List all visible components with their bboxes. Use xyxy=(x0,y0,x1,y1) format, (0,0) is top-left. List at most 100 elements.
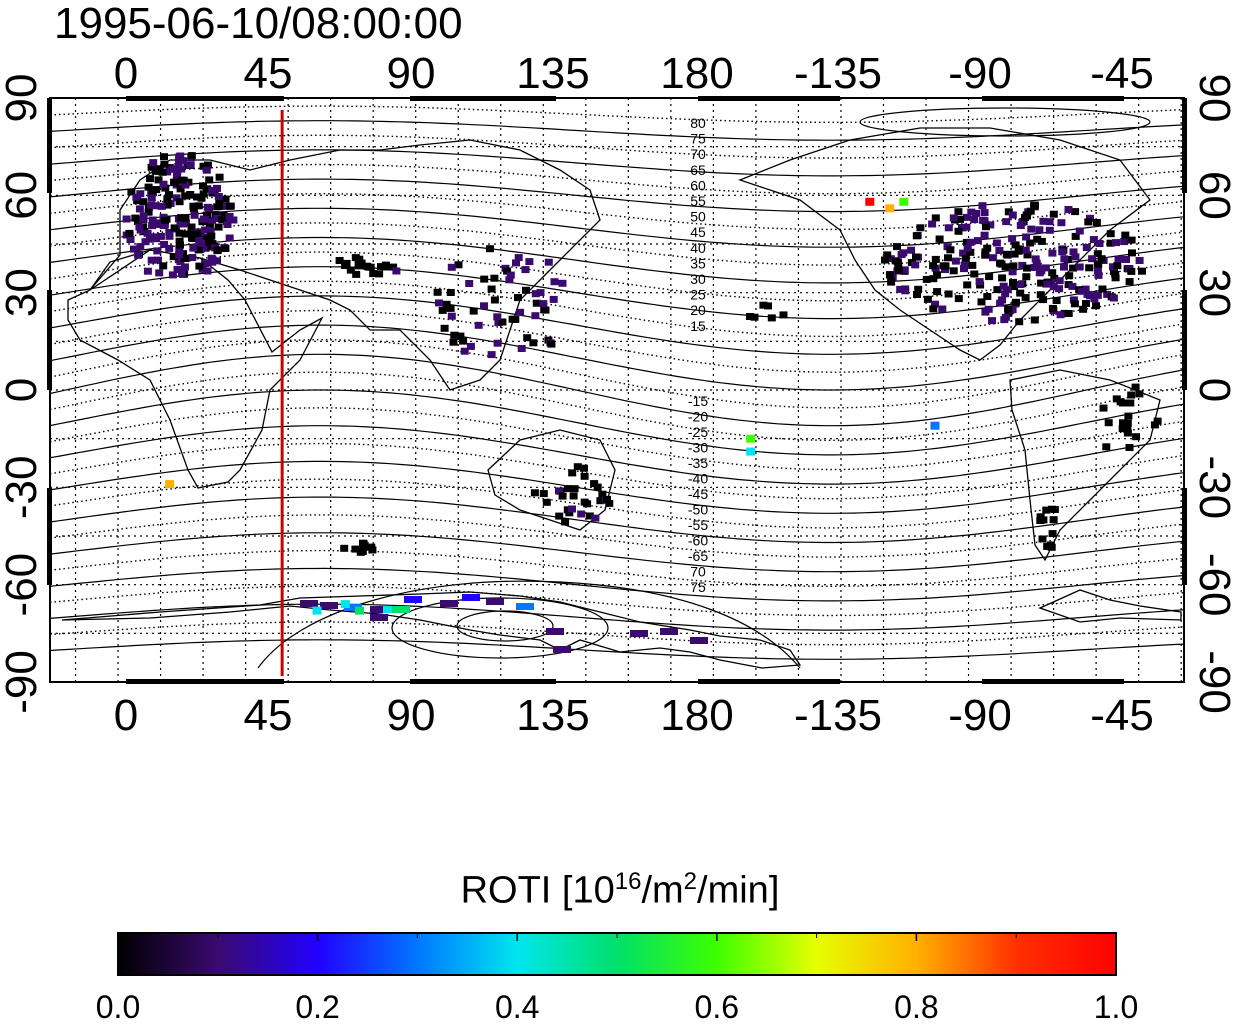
roti-point xyxy=(590,480,599,488)
lon-tick-label: 45 xyxy=(244,691,293,740)
contour-arc xyxy=(257,580,801,669)
roti-point xyxy=(531,290,540,298)
roti-point xyxy=(1068,282,1077,290)
roti-point xyxy=(985,273,994,281)
roti-point xyxy=(201,260,210,268)
roti-point xyxy=(369,270,378,278)
roti-point xyxy=(935,235,944,243)
roti-point xyxy=(159,262,168,270)
roti-point xyxy=(975,278,984,286)
roti-point xyxy=(1001,290,1010,298)
roti-point xyxy=(1092,219,1101,226)
roti-point xyxy=(216,202,225,210)
roti-point xyxy=(147,194,156,202)
roti-point xyxy=(896,285,905,293)
contour-line xyxy=(49,105,1185,123)
roti-point xyxy=(205,220,214,228)
roti-point xyxy=(181,181,190,189)
roti-point-high xyxy=(165,480,175,489)
roti-point xyxy=(580,464,588,472)
roti-point xyxy=(165,244,174,252)
roti-point xyxy=(1037,237,1046,245)
lat-tick-label: -30 xyxy=(1190,456,1239,520)
roti-point xyxy=(177,270,186,278)
roti-point xyxy=(750,313,759,321)
colorbar-tick-label: 0.8 xyxy=(894,989,938,1024)
roti-point xyxy=(175,237,184,245)
roti-point xyxy=(914,285,923,293)
roti-point xyxy=(558,279,567,287)
roti-point xyxy=(954,227,963,235)
roti-point-high xyxy=(885,204,895,213)
roti-point xyxy=(1131,383,1140,391)
roti-point xyxy=(981,248,990,256)
roti-point xyxy=(1021,294,1030,302)
roti-point xyxy=(487,285,496,293)
roti-point xyxy=(344,604,362,611)
roti-point xyxy=(447,312,456,320)
roti-point xyxy=(512,259,520,267)
colorbar-label: ROTI [1016/m2/min] xyxy=(460,868,780,912)
roti-point xyxy=(951,257,960,265)
roti-point xyxy=(1012,298,1020,306)
roti-point xyxy=(911,261,920,269)
roti-point xyxy=(161,184,170,192)
lat-tick-label: 0 xyxy=(1190,378,1239,402)
roti-point xyxy=(223,221,232,228)
lon-tick-label: -90 xyxy=(948,49,1012,98)
contour-line xyxy=(49,353,1185,427)
roti-point xyxy=(1122,256,1130,263)
roti-point xyxy=(568,469,577,477)
roti-point xyxy=(916,224,925,232)
lon-tick-label: 0 xyxy=(114,691,138,740)
roti-point xyxy=(585,512,594,520)
roti-point xyxy=(568,505,576,513)
roti-point xyxy=(194,202,203,210)
roti-point xyxy=(1000,316,1009,324)
roti-point xyxy=(999,282,1008,290)
lat-tick-label: 30 xyxy=(1190,268,1239,317)
roti-point xyxy=(764,302,772,310)
roti-point xyxy=(549,295,558,303)
contour-line xyxy=(49,407,1185,471)
roti-point xyxy=(214,193,223,200)
roti-point xyxy=(1065,272,1074,280)
roti-point xyxy=(530,489,539,497)
lat-tick-label: 60 xyxy=(0,171,46,220)
roti-point xyxy=(944,254,952,262)
roti-point xyxy=(900,266,909,274)
contour-label: -50 xyxy=(688,502,708,518)
lon-tick-label: 135 xyxy=(516,49,589,98)
contour-label: 80 xyxy=(690,115,706,131)
roti-point xyxy=(1045,218,1054,226)
roti-point xyxy=(438,306,447,314)
roti-point xyxy=(165,232,174,240)
roti-point xyxy=(1118,425,1127,433)
contour-line xyxy=(49,514,1185,558)
contour-line xyxy=(49,478,1185,529)
roti-point-high xyxy=(355,606,364,615)
contour-line xyxy=(49,309,1185,373)
roti-point xyxy=(960,265,968,273)
bottom-longitude-ticks: 0 45 90 135 180 -135 -90 -45 xyxy=(114,691,1154,740)
roti-point xyxy=(160,160,169,168)
roti-point xyxy=(375,270,384,278)
roti-point xyxy=(186,191,195,198)
roti-point xyxy=(550,278,559,286)
contour-line xyxy=(49,460,1185,514)
roti-point xyxy=(1010,250,1019,258)
roti-point xyxy=(188,234,196,242)
roti-point xyxy=(1037,279,1046,287)
roti-point xyxy=(1004,305,1013,313)
roti-point-high xyxy=(746,447,756,456)
roti-point xyxy=(160,240,169,248)
roti-point xyxy=(139,198,148,206)
lat-tick-label: -60 xyxy=(1190,553,1239,617)
roti-point xyxy=(392,267,401,275)
roti-point xyxy=(215,173,224,181)
contour-line xyxy=(49,639,1185,660)
coastline xyxy=(1038,589,1182,623)
roti-point xyxy=(490,296,499,304)
roti-point xyxy=(131,214,140,222)
roti-point xyxy=(446,289,455,296)
